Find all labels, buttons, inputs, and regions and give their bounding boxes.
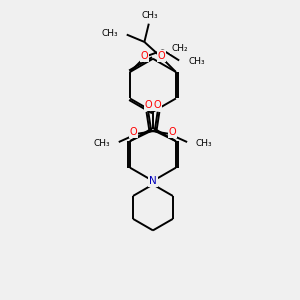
Text: CH₃: CH₃ <box>94 139 110 148</box>
Text: CH₃: CH₃ <box>195 139 212 148</box>
Text: O: O <box>141 51 148 61</box>
Text: O: O <box>169 127 176 137</box>
Text: O: O <box>158 51 165 61</box>
Text: O: O <box>154 100 161 110</box>
Text: CH₃: CH₃ <box>101 28 118 38</box>
Text: O: O <box>130 127 137 137</box>
Text: CH₃: CH₃ <box>142 11 159 20</box>
Text: CH₂: CH₂ <box>171 44 188 53</box>
Text: CH₃: CH₃ <box>188 57 205 66</box>
Text: O: O <box>144 100 152 110</box>
Text: N: N <box>149 176 157 186</box>
